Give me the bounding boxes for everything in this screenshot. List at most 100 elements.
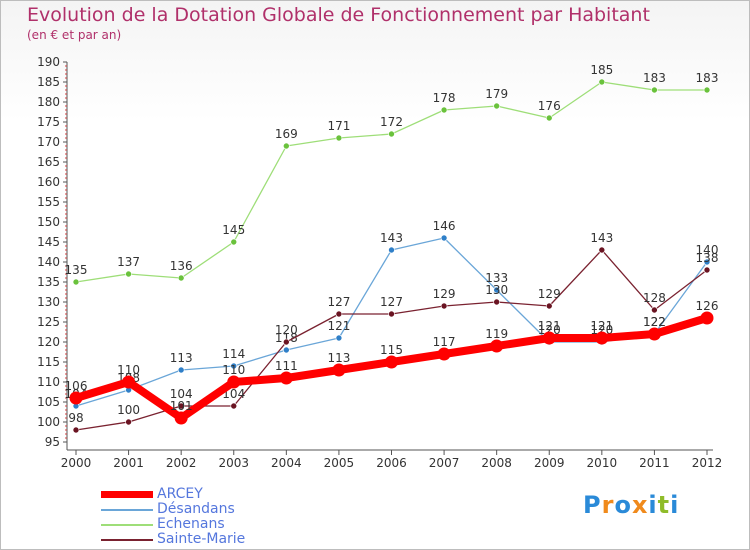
data-label: 135	[65, 263, 88, 277]
data-label: 100	[117, 403, 140, 417]
x-tick-label: 2004	[271, 456, 302, 470]
x-tick-label: 2005	[324, 456, 355, 470]
logo-letter: P	[583, 491, 602, 519]
data-point	[283, 346, 290, 354]
data-point	[283, 142, 290, 150]
data-label: 137	[117, 255, 140, 269]
data-point	[647, 327, 661, 341]
data-label: 113	[170, 351, 193, 365]
data-point	[72, 426, 80, 434]
data-point	[388, 130, 395, 138]
legend-swatch-sainte-marie	[101, 539, 153, 541]
logo-letter: i	[648, 491, 658, 519]
data-label: 119	[485, 327, 508, 341]
logo-letter: o	[614, 491, 632, 519]
data-label: 98	[68, 411, 83, 425]
data-label: 111	[275, 359, 298, 373]
data-label: 183	[696, 71, 719, 85]
data-point	[437, 347, 451, 361]
y-tick-label: 95	[45, 435, 60, 449]
data-label: 104	[170, 387, 193, 401]
data-point	[703, 86, 711, 94]
data-label: 185	[590, 63, 613, 77]
data-point	[72, 278, 80, 286]
data-point	[440, 106, 448, 114]
legend-swatch-echenans	[101, 524, 153, 526]
data-label: 122	[643, 315, 666, 329]
data-point	[335, 310, 343, 318]
data-label: 101	[170, 399, 193, 413]
proxiti-logo: Proxiti	[583, 491, 679, 519]
y-tick-label: 140	[37, 255, 60, 269]
data-point	[542, 331, 556, 345]
data-label: 136	[170, 259, 193, 273]
data-point	[335, 334, 343, 342]
data-label: 106	[65, 379, 88, 393]
logo-letter: t	[657, 491, 671, 519]
data-label: 138	[696, 251, 719, 265]
legend-label-echenans: Echenans	[157, 516, 225, 532]
x-tick-label: 2010	[587, 456, 618, 470]
data-label: 178	[433, 91, 456, 105]
data-point	[651, 306, 658, 314]
data-point	[385, 355, 398, 369]
y-tick-label: 150	[37, 215, 60, 229]
data-label: 129	[538, 287, 561, 301]
data-point	[700, 311, 714, 325]
x-tick-label: 2012	[692, 456, 723, 470]
data-label: 115	[380, 343, 403, 357]
data-point	[230, 362, 238, 370]
y-tick-label: 190	[37, 55, 60, 69]
y-tick-label: 135	[37, 275, 60, 289]
y-tick-label: 165	[37, 155, 60, 169]
data-label: 172	[380, 115, 403, 129]
chart-subtitle: (en € et par an)	[27, 28, 122, 42]
data-label: 120	[590, 323, 613, 337]
data-point	[177, 274, 185, 282]
data-label: 121	[327, 319, 350, 333]
data-label: 176	[538, 99, 561, 113]
x-tick-label: 2002	[166, 456, 197, 470]
data-label: 121	[590, 319, 613, 333]
data-label: 128	[643, 291, 666, 305]
data-label: 126	[696, 299, 719, 313]
data-point	[545, 302, 553, 310]
data-label: 120	[275, 323, 298, 337]
data-label: 120	[538, 323, 561, 337]
data-point	[595, 331, 609, 345]
logo-letter: i	[670, 491, 680, 519]
x-tick-label: 2011	[639, 456, 670, 470]
data-point	[598, 78, 606, 86]
y-tick-label: 175	[37, 115, 60, 129]
y-tick-label: 115	[37, 355, 60, 369]
data-point	[703, 266, 711, 274]
data-label: 117	[433, 335, 456, 349]
legend-swatch-desandans	[101, 509, 153, 511]
y-tick-label: 125	[37, 315, 60, 329]
data-label: 129	[433, 287, 456, 301]
x-tick-label: 2007	[429, 456, 460, 470]
data-label: 118	[275, 331, 298, 345]
y-tick-label: 145	[37, 235, 60, 249]
data-label: 110	[222, 363, 245, 377]
data-point	[493, 298, 500, 306]
y-tick-label: 120	[37, 335, 60, 349]
data-label: 127	[380, 295, 403, 309]
x-tick-label: 2006	[376, 456, 407, 470]
data-point	[177, 402, 185, 410]
data-label: 169	[275, 127, 298, 141]
data-point	[227, 375, 241, 389]
y-tick-label: 185	[37, 75, 60, 89]
data-point	[332, 363, 346, 377]
logo-letter: x	[631, 491, 649, 519]
data-label: 113	[327, 351, 350, 365]
data-point	[335, 134, 343, 142]
data-label: 145	[222, 223, 245, 237]
data-label: 143	[590, 231, 613, 245]
x-tick-label: 2001	[113, 456, 144, 470]
logo-letter: r	[601, 491, 615, 519]
data-label: 114	[222, 347, 245, 361]
x-tick-label: 2003	[218, 456, 249, 470]
data-point	[493, 286, 500, 294]
